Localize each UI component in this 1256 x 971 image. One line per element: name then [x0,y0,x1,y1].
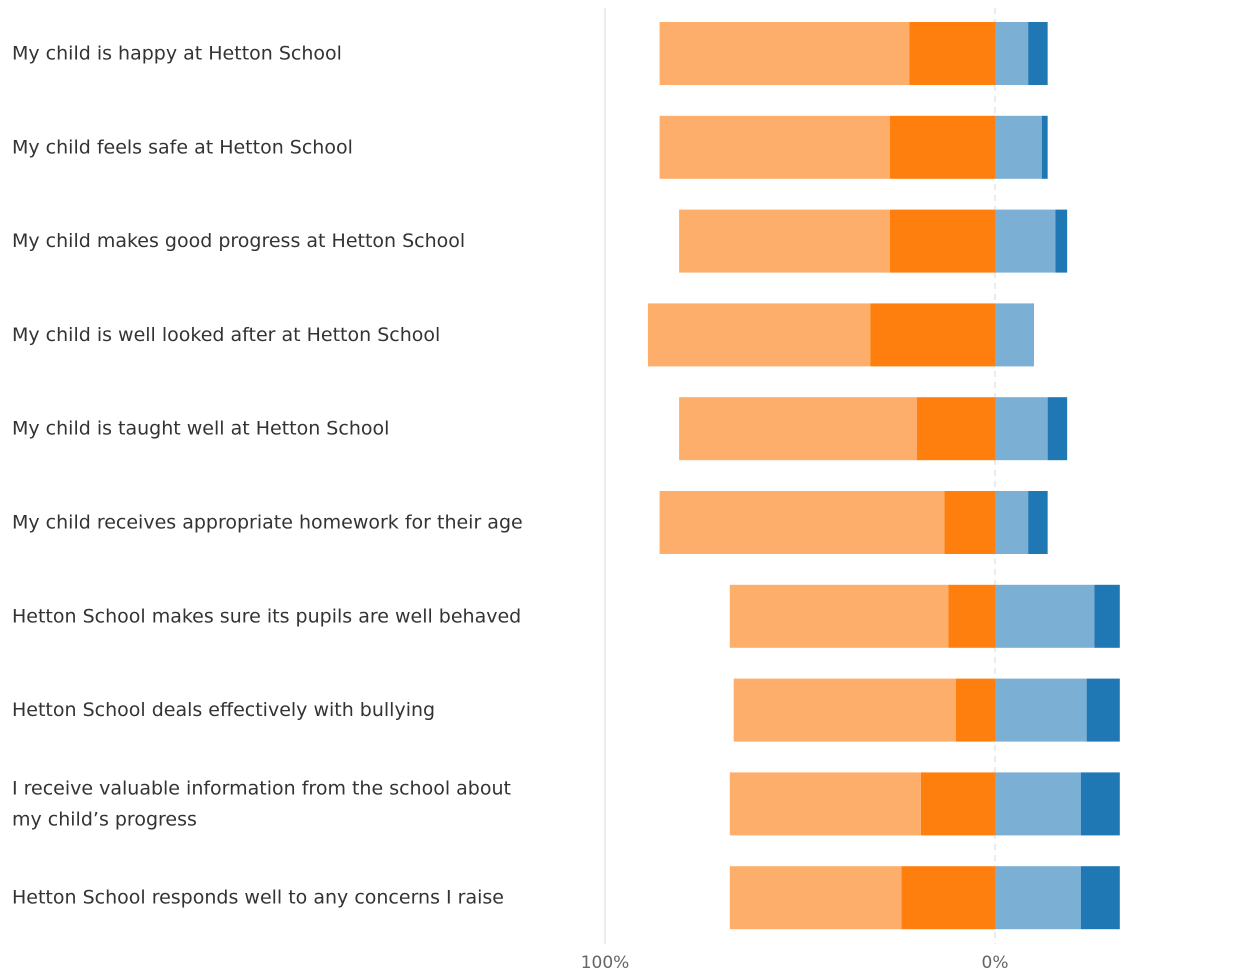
bar-segment-row10-series1 [901,866,995,930]
bar-segment-row2-series3 [995,115,1042,179]
bar-segment-row8-series2 [733,678,956,742]
bar-segment-row7-series4 [1094,584,1120,648]
category-label: My child makes good progress at Hetton S… [12,230,465,252]
bar-segment-row10-series2 [729,866,902,930]
category-label-line: My child feels safe at Hetton School [12,136,353,158]
bar-segment-row6-series1 [944,491,995,554]
category-label-line: My child is happy at Hetton School [12,42,342,64]
category-label-line: My child is taught well at Hetton School [12,417,389,439]
category-label: My child is taught well at Hetton School [12,417,389,439]
bar-segment-row4-series2 [647,303,871,367]
bars-group [647,22,1120,930]
bar-segment-row8-series1 [956,678,995,742]
category-label-line: My child receives appropriate homework f… [12,511,523,533]
bar-segment-row6-series4 [1028,491,1048,554]
category-label: My child feels safe at Hetton School [12,136,353,158]
bar-segment-row2-series1 [889,115,995,179]
category-label: Hetton School makes sure its pupils are … [12,605,521,627]
bar-segment-row9-series4 [1080,772,1120,836]
x-axis-ticks-group: 100% 0% [581,953,1009,971]
bar-segment-row9-series3 [995,772,1081,836]
category-labels-group: My child is happy at Hetton School My chi… [12,42,523,908]
bar-segment-row4-series3 [995,303,1034,367]
bar-segment-row10-series4 [1080,866,1120,930]
category-label-line: My child is well looked after at Hetton … [12,323,440,345]
bar-segment-row5-series4 [1047,397,1068,461]
category-label-line: Hetton School deals effectively with bul… [12,699,435,721]
bar-segment-row5-series1 [917,397,995,461]
bar-segment-row2-series4 [1041,115,1048,179]
bar-segment-row1-series4 [1028,22,1048,85]
bar-segment-row9-series2 [729,772,921,836]
bar-segment-row10-series3 [995,866,1081,930]
bar-segment-row8-series3 [995,678,1087,742]
bar-segment-row7-series3 [995,584,1095,648]
x-tick-label: 0% [982,953,1009,971]
x-tick-label: 100% [581,953,630,971]
category-label-line: Hetton School makes sure its pupils are … [12,605,521,627]
bar-segment-row5-series3 [995,397,1048,461]
bar-segment-row7-series1 [948,584,995,648]
bar-segment-row1-series2 [659,22,910,85]
bar-segment-row9-series1 [920,772,995,836]
bar-segment-row3-series4 [1055,209,1068,273]
bar-segment-row5-series2 [679,397,917,461]
bar-segment-row3-series3 [995,209,1056,273]
category-label-line: I receive valuable information from the … [12,777,511,799]
category-label: I receive valuable information from the … [12,777,511,830]
category-label: My child is well looked after at Hetton … [12,323,440,345]
bar-segment-row8-series4 [1086,678,1120,742]
bar-segment-row4-series1 [870,303,995,367]
bar-segment-row1-series3 [995,22,1029,85]
category-label-line: My child makes good progress at Hetton S… [12,230,465,252]
category-label-line: my child’s progress [12,808,197,830]
category-label: My child is happy at Hetton School [12,42,342,64]
bar-segment-row2-series2 [659,115,890,179]
category-label: Hetton School responds well to any conce… [12,886,504,908]
category-label: Hetton School deals effectively with bul… [12,699,435,721]
bar-segment-row3-series2 [679,209,890,273]
category-label: My child receives appropriate homework f… [12,511,523,533]
bar-segment-row3-series1 [889,209,995,273]
bar-segment-row6-series3 [995,491,1029,554]
bar-segment-row7-series2 [729,584,949,648]
bar-segment-row6-series2 [659,491,945,554]
bar-segment-row1-series1 [909,22,995,85]
category-label-line: Hetton School responds well to any conce… [12,886,504,908]
